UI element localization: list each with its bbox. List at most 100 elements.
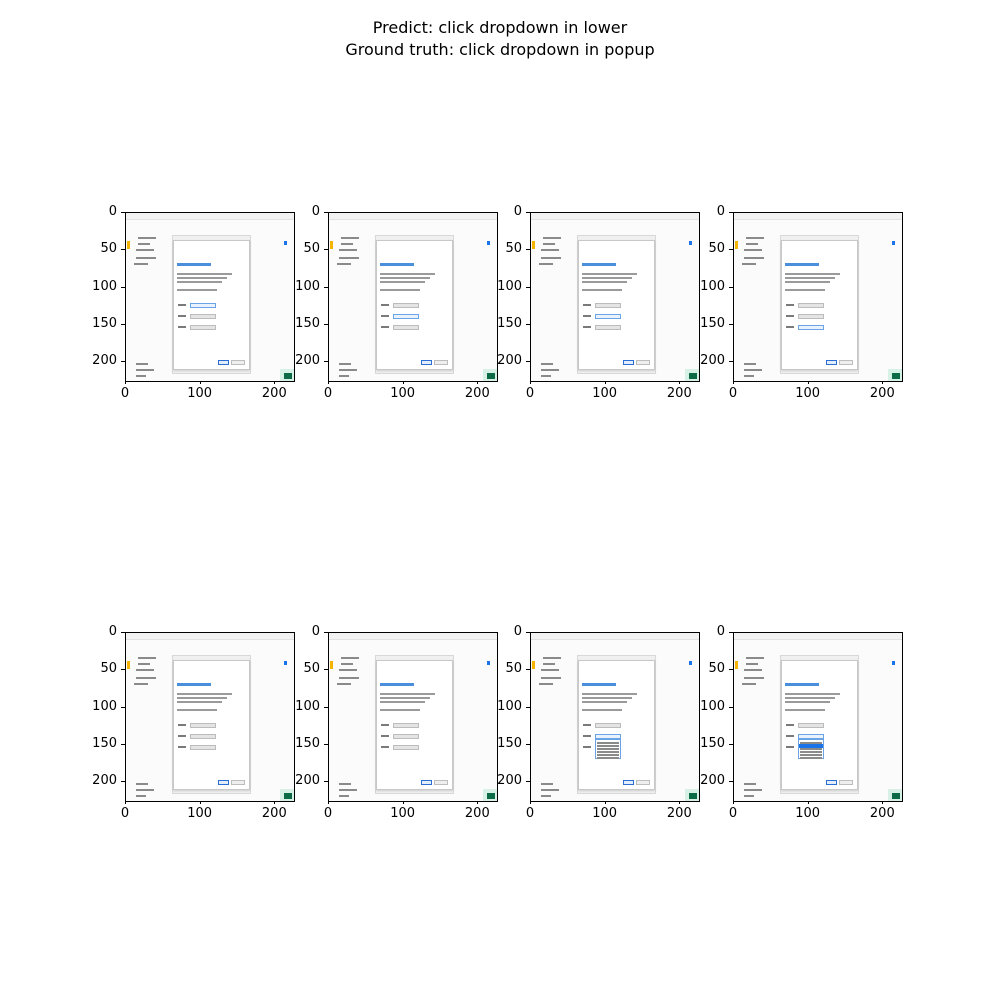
dropdown-combo[interactable] xyxy=(798,723,824,728)
window-status-indicator xyxy=(892,661,895,665)
background-text xyxy=(746,657,764,659)
y-tick-mark xyxy=(324,212,328,213)
x-tick-mark xyxy=(274,380,276,384)
dropdown-combo[interactable] xyxy=(595,734,621,739)
dialog-text xyxy=(380,273,435,275)
dropdown-combo[interactable] xyxy=(798,325,824,330)
background-text xyxy=(341,663,353,665)
dropdown-option[interactable] xyxy=(597,754,619,756)
dropdown-option[interactable] xyxy=(800,742,822,744)
plot-panel: 0 50 100 150 200 0 100 200 xyxy=(497,624,755,857)
dialog-cancel-button[interactable] xyxy=(434,360,448,365)
dropdown-option[interactable] xyxy=(800,754,822,756)
dropdown-option[interactable] xyxy=(800,757,822,759)
dropdown-combo[interactable] xyxy=(393,314,419,319)
dialog-ok-button[interactable] xyxy=(826,360,837,365)
y-tick-label: 100 xyxy=(700,278,725,294)
background-text xyxy=(341,237,359,239)
dialog-cancel-button[interactable] xyxy=(636,360,650,365)
dialog-ok-button[interactable] xyxy=(623,360,634,365)
dialog-text xyxy=(582,697,632,699)
y-tick-mark xyxy=(729,706,733,708)
dropdown-combo[interactable] xyxy=(393,745,419,750)
x-tick-label: 100 xyxy=(592,806,618,821)
screenshot-thumbnail xyxy=(530,632,700,802)
background-text xyxy=(136,783,148,785)
dropdown-combo[interactable] xyxy=(190,314,216,319)
dialog-cancel-button[interactable] xyxy=(839,780,853,785)
background-text xyxy=(543,663,555,665)
field-label xyxy=(381,724,389,726)
dialog-heading xyxy=(785,263,819,266)
background-text xyxy=(339,257,359,259)
popup-dialog xyxy=(578,660,655,790)
x-tick-mark xyxy=(125,380,126,384)
dropdown-list[interactable] xyxy=(798,739,824,759)
dialog-text xyxy=(177,693,232,695)
background-text xyxy=(543,657,561,659)
y-tick-label: 100 xyxy=(295,698,320,714)
dialog-heading xyxy=(177,683,211,686)
dropdown-combo[interactable] xyxy=(798,734,824,739)
x-tick-label: 0 xyxy=(323,386,333,401)
field-label xyxy=(178,326,186,328)
dropdown-combo[interactable] xyxy=(595,314,621,319)
y-tick-label: 0 xyxy=(311,204,320,219)
x-tick-label: 200 xyxy=(261,386,287,401)
dialog-text xyxy=(582,709,622,711)
dropdown-list[interactable] xyxy=(595,739,621,759)
y-tick-mark xyxy=(526,212,530,213)
dropdown-option[interactable] xyxy=(597,745,619,747)
dialog-cancel-button[interactable] xyxy=(636,780,650,785)
field-label xyxy=(583,315,591,317)
dialog-cancel-button[interactable] xyxy=(231,780,245,785)
dropdown-combo[interactable] xyxy=(595,325,621,330)
dropdown-combo[interactable] xyxy=(595,723,621,728)
dropdown-combo[interactable] xyxy=(798,314,824,319)
dropdown-option[interactable] xyxy=(597,751,619,753)
y-tick-mark xyxy=(121,361,125,363)
dialog-cancel-button[interactable] xyxy=(434,780,448,785)
popup-dialog xyxy=(578,240,655,370)
dropdown-option[interactable] xyxy=(597,742,619,744)
y-tick-mark xyxy=(526,669,530,671)
dropdown-combo[interactable] xyxy=(190,303,216,308)
dropdown-combo[interactable] xyxy=(393,303,419,308)
dropdown-combo[interactable] xyxy=(190,745,216,750)
dropdown-combo[interactable] xyxy=(190,325,216,330)
dropdown-combo[interactable] xyxy=(393,734,419,739)
screenshot-thumbnail xyxy=(328,212,498,382)
dropdown-combo[interactable] xyxy=(190,723,216,728)
dialog-ok-button[interactable] xyxy=(218,360,229,365)
background-text xyxy=(744,783,756,785)
dialog-cancel-button[interactable] xyxy=(839,360,853,365)
dialog-text xyxy=(177,289,217,291)
dialog-ok-button[interactable] xyxy=(421,780,432,785)
popup-dialog xyxy=(781,660,858,790)
window-title-bar xyxy=(126,633,294,640)
dropdown-combo[interactable] xyxy=(393,325,419,330)
dialog-cancel-button[interactable] xyxy=(231,360,245,365)
dialog-ok-button[interactable] xyxy=(218,780,229,785)
dialog-heading xyxy=(785,683,819,686)
dropdown-combo[interactable] xyxy=(393,723,419,728)
dropdown-combo[interactable] xyxy=(595,303,621,308)
dialog-ok-button[interactable] xyxy=(826,780,837,785)
dialog-text xyxy=(177,273,232,275)
y-tick-mark xyxy=(526,249,530,251)
dropdown-option[interactable] xyxy=(800,751,822,753)
field-label xyxy=(786,326,794,328)
dropdown-option[interactable] xyxy=(800,748,822,750)
dropdown-option-selected[interactable] xyxy=(799,744,823,748)
dropdown-combo[interactable] xyxy=(190,734,216,739)
screenshot-thumbnail xyxy=(733,632,903,802)
y-tick-label: 150 xyxy=(497,736,522,751)
dropdown-option[interactable] xyxy=(597,748,619,750)
dialog-text xyxy=(785,273,840,275)
dialog-text xyxy=(582,281,627,283)
dropdown-combo[interactable] xyxy=(798,303,824,308)
dialog-ok-button[interactable] xyxy=(421,360,432,365)
dialog-text xyxy=(785,289,825,291)
dropdown-option[interactable] xyxy=(597,757,619,759)
dialog-ok-button[interactable] xyxy=(623,780,634,785)
